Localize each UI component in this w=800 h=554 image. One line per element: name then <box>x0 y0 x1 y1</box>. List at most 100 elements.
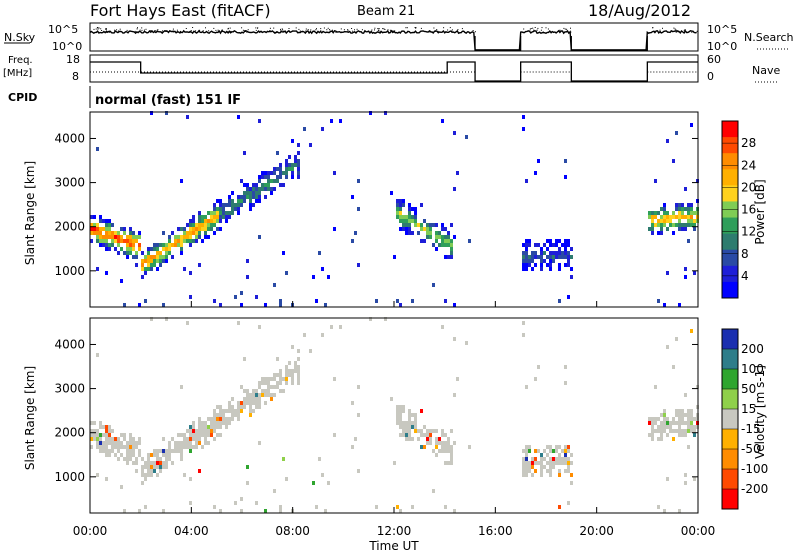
velocity-cell <box>663 421 666 425</box>
power-cell <box>570 255 573 259</box>
velocity-cell <box>162 509 165 513</box>
power-cell <box>531 259 534 263</box>
power-cell <box>657 223 660 227</box>
power-cell <box>369 111 372 115</box>
colorbar-swatch <box>722 265 738 283</box>
velocity-cell <box>465 341 468 345</box>
velocity-cell <box>102 445 105 449</box>
velocity-cell <box>561 457 564 461</box>
power-cell <box>126 255 129 259</box>
velocity-cell <box>540 465 543 469</box>
velocity-cell <box>153 461 156 465</box>
power-cell <box>267 175 270 179</box>
power-cell <box>150 247 153 251</box>
velocity-cell <box>285 373 288 377</box>
velocity-cell <box>528 445 531 449</box>
velocity-cell <box>192 421 195 425</box>
velocity-cell <box>648 421 651 425</box>
nsky-dot <box>320 28 322 30</box>
power-cell <box>141 267 144 271</box>
power-cell <box>333 171 336 175</box>
velocity-cell <box>420 433 423 437</box>
power-cell <box>180 179 183 183</box>
power-cell <box>396 203 399 207</box>
velocity-cell <box>279 389 282 393</box>
velocity-cell <box>264 381 267 385</box>
power-cell <box>96 223 99 227</box>
velocity-cell <box>252 409 255 413</box>
nsky-dot <box>134 30 136 32</box>
velocity-cell <box>687 445 690 449</box>
velocity-cell <box>564 453 567 457</box>
velocity-cell <box>567 449 570 453</box>
velocity-cell <box>357 385 360 389</box>
nsky-dot <box>125 31 127 33</box>
power-cell <box>525 179 528 183</box>
velocity-cell <box>243 389 246 393</box>
power-cell <box>147 255 150 259</box>
nsky-dot <box>356 28 358 30</box>
velocity-cell <box>693 477 696 481</box>
power-cell <box>147 267 150 271</box>
nsky-dot <box>310 29 312 31</box>
power-cell <box>663 207 666 211</box>
velocity-cell <box>288 373 291 377</box>
power-cell <box>144 255 147 259</box>
power-cell <box>312 275 315 279</box>
power-cell <box>231 203 234 207</box>
velocity-cell <box>405 433 408 437</box>
power-cell <box>420 203 423 207</box>
velocity-cell <box>294 361 297 365</box>
power-cell <box>189 271 192 275</box>
velocity-cell <box>420 409 423 413</box>
power-cell <box>648 227 651 231</box>
power-cell <box>528 239 531 243</box>
power-cell <box>561 255 564 259</box>
power-cell <box>435 231 438 235</box>
velocity-cell <box>441 433 444 437</box>
velocity-cell <box>522 457 525 461</box>
power-cell <box>192 219 195 223</box>
power-cell <box>207 235 210 239</box>
power-cell <box>105 223 108 227</box>
velocity-cell <box>276 385 279 389</box>
power-cell <box>102 219 105 223</box>
power-cell <box>171 255 174 259</box>
nsky-dot <box>691 31 693 33</box>
power-cell <box>171 243 174 247</box>
velocity-cell <box>429 433 432 437</box>
power-cell <box>273 179 276 183</box>
power-cell <box>177 243 180 247</box>
velocity-cell <box>195 441 198 445</box>
power-cell <box>219 303 222 307</box>
velocity-cell <box>279 505 282 509</box>
power-cell <box>180 239 183 243</box>
power-cell <box>126 235 129 239</box>
velocity-cell <box>99 437 102 441</box>
velocity-cell <box>198 437 201 441</box>
power-panel-frame <box>89 111 699 308</box>
nsky-dot <box>383 28 385 30</box>
power-cell <box>564 263 567 267</box>
velocity-cell <box>678 417 681 421</box>
velocity-cell <box>162 437 165 441</box>
power-cell <box>246 195 249 199</box>
power-cell <box>192 227 195 231</box>
colorbar-swatch <box>722 153 738 170</box>
power-cell <box>111 223 114 227</box>
power-cell <box>441 119 444 123</box>
xtick-label: 08:00 <box>275 524 310 538</box>
velocity-cell <box>684 421 687 425</box>
power-cell <box>690 215 693 219</box>
power-cell <box>147 247 150 251</box>
power-cell <box>156 259 159 263</box>
velocity-cell <box>135 457 138 461</box>
power-cell <box>666 139 669 143</box>
velocity-cell <box>648 417 651 421</box>
power-cell <box>693 223 696 227</box>
velocity-cell <box>102 433 105 437</box>
velocity-cell <box>672 437 675 441</box>
power-cell <box>438 231 441 235</box>
power-cell <box>99 239 102 243</box>
power-cell <box>564 239 567 243</box>
